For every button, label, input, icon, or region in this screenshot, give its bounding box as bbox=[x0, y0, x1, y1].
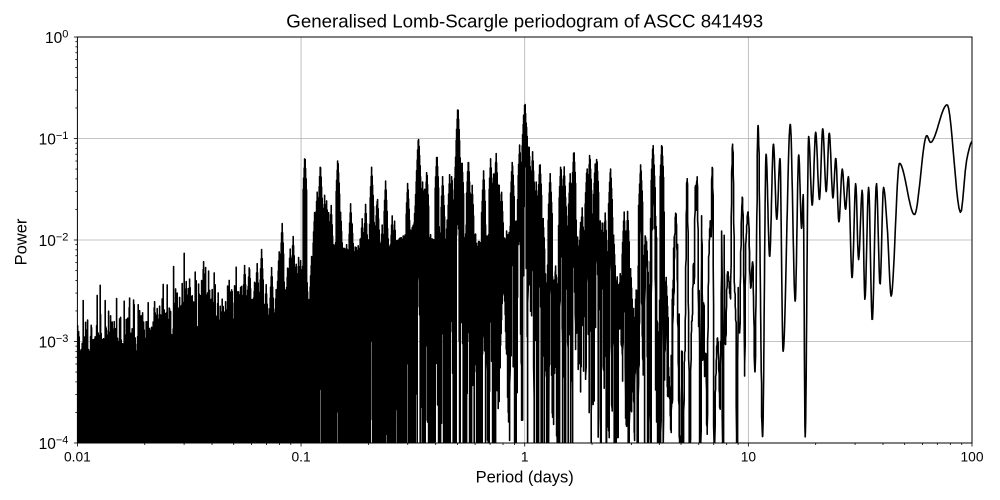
svg-text:0.1: 0.1 bbox=[292, 450, 311, 465]
svg-text:100: 100 bbox=[960, 450, 983, 465]
svg-text:1: 1 bbox=[521, 450, 529, 465]
svg-text:Power: Power bbox=[12, 218, 30, 265]
svg-text:0.01: 0.01 bbox=[64, 450, 91, 465]
svg-text:Generalised Lomb-Scargle perio: Generalised Lomb-Scargle periodogram of … bbox=[286, 11, 763, 32]
svg-text:10: 10 bbox=[741, 450, 757, 465]
svg-text:Period (days): Period (days) bbox=[476, 468, 574, 486]
